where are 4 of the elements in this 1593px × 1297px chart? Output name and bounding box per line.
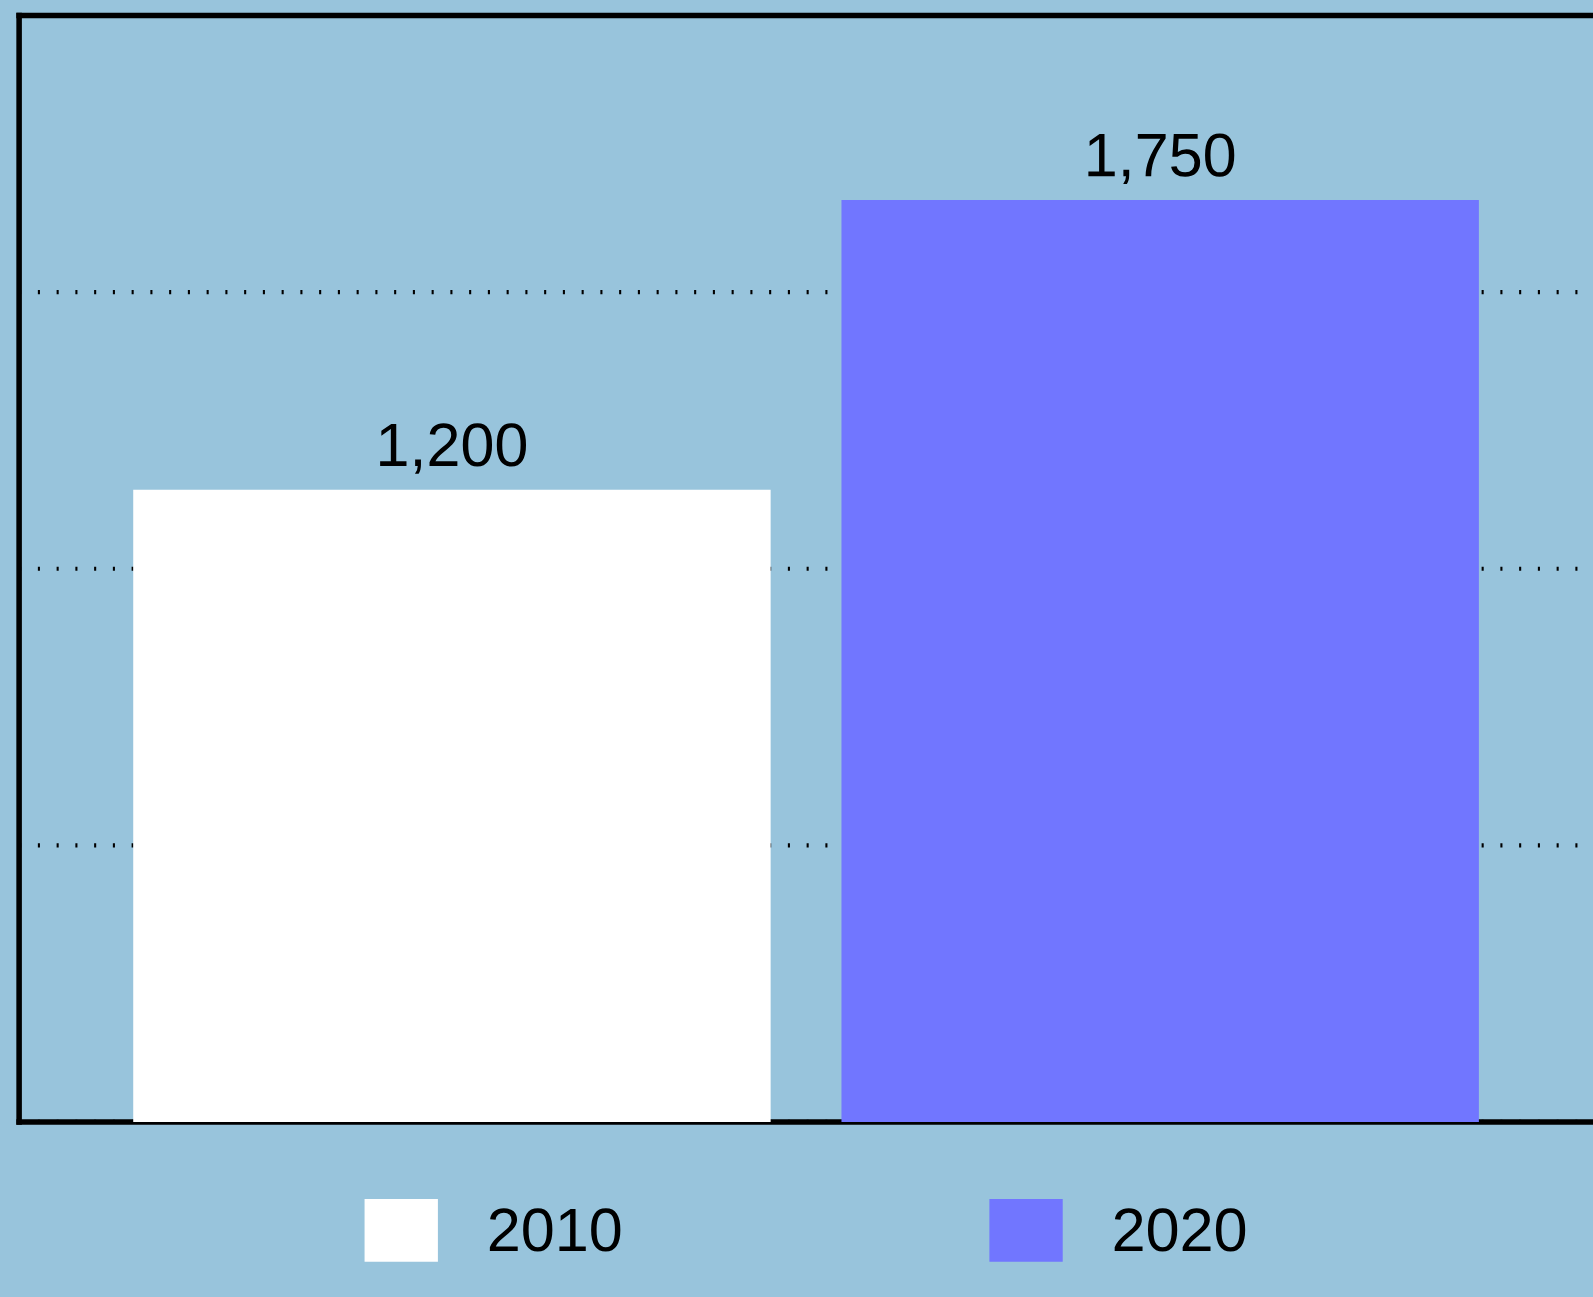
data-label: 1,200: [380, 423, 527, 474]
legend-label: 2020: [1114, 1208, 1246, 1252]
data-label: 1,750: [1088, 133, 1235, 184]
legend-label: 2010: [489, 1208, 621, 1252]
